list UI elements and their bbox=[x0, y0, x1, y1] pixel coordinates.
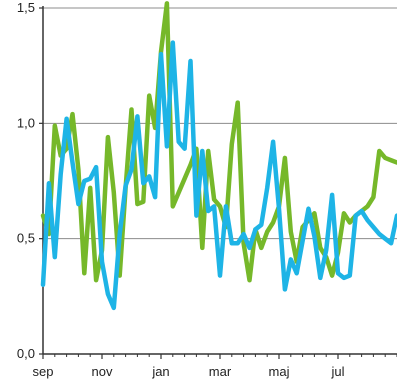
x-tick-label-nov: nov bbox=[92, 364, 113, 379]
x-tick-label-jul: jul bbox=[330, 364, 344, 379]
x-tick-label-jan: jan bbox=[151, 364, 169, 379]
series-line-1 bbox=[40, 40, 397, 311]
x-tick-label-sep: sep bbox=[33, 364, 54, 379]
series-layer bbox=[40, 1, 397, 311]
y-tick-label-2: 1,0 bbox=[17, 115, 35, 130]
y-tick-label-1: 0,5 bbox=[17, 231, 35, 246]
label-layer: 0,0 0,5 1,0 1,5 sep nov jan mar maj jul bbox=[17, 0, 345, 379]
x-tick-label-mar: mar bbox=[209, 364, 232, 379]
x-tick-label-maj: maj bbox=[269, 364, 290, 379]
axis-layer bbox=[39, 6, 397, 359]
y-tick-label-0: 0,0 bbox=[17, 346, 35, 361]
y-tick-label-3: 1,5 bbox=[17, 0, 35, 15]
